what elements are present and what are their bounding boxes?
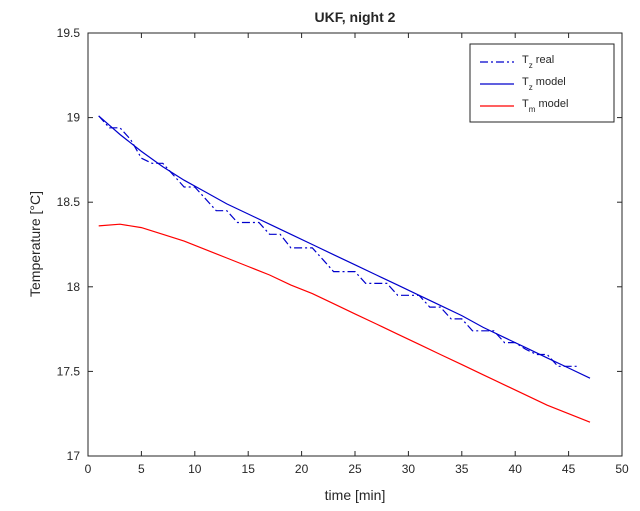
legend-label-3: Tm model: [522, 98, 568, 114]
legend-box: [469, 43, 615, 123]
chart-title: UKF, night 2: [315, 9, 396, 25]
x-tick-label: 25: [348, 462, 362, 476]
x-tick-label: 40: [509, 462, 523, 476]
x-tick-label: 20: [295, 462, 309, 476]
x-tick-label: 5: [138, 462, 145, 476]
y-axis-ticks: 17 17.5 18 18.5 19 19.5: [57, 26, 622, 463]
y-tick-label: 18: [67, 280, 81, 294]
series-line-2: [98, 115, 591, 379]
series-line-3: [98, 223, 591, 423]
x-tick-label: 50: [615, 462, 629, 476]
x-axis-ticks: 0 5 10 15 20 25 30 35 40 45 50: [85, 33, 629, 476]
y-tick-label: 18.5: [57, 195, 81, 209]
x-tick-label: 35: [455, 462, 469, 476]
x-tick-label: 45: [562, 462, 576, 476]
x-tick-label: 0: [85, 462, 92, 476]
legend-label-1: Tz real: [522, 54, 554, 70]
y-tick-label: 19: [67, 111, 81, 125]
legend: Tz real Tz model Tm model: [469, 43, 615, 123]
x-tick-label: 15: [242, 462, 256, 476]
y-tick-label: 19.5: [57, 26, 81, 40]
x-axis-label: time [min]: [325, 487, 386, 503]
series-line-1: [98, 115, 580, 367]
legend-label-2: Tz model: [522, 76, 566, 92]
y-tick-label: 17.5: [57, 364, 81, 378]
x-tick-label: 10: [188, 462, 202, 476]
y-tick-label: 17: [67, 449, 81, 463]
series-layer: [98, 115, 591, 423]
x-tick-label: 30: [402, 462, 416, 476]
y-axis-label: Temperature [°C]: [27, 191, 43, 297]
